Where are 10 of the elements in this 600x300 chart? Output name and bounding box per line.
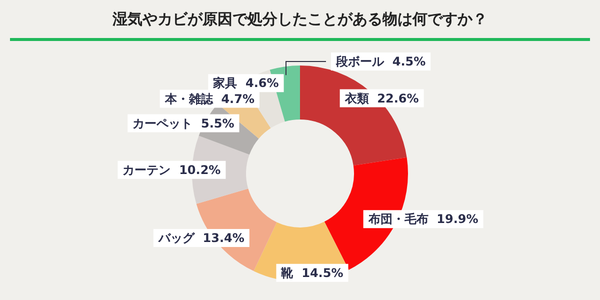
slice-label: バッグ 13.4% xyxy=(157,231,244,246)
chart-title: 湿気やカビが原因で処分したことがある物は何ですか？ xyxy=(10,0,590,41)
slice-label: 靴 14.5% xyxy=(280,266,344,280)
slice-label: 衣類 22.6% xyxy=(344,91,419,106)
slice-label: カーテン 10.2% xyxy=(122,163,221,178)
slice-label: 家具 4.6% xyxy=(212,76,279,90)
slice-label: カーペット 5.5% xyxy=(132,116,234,130)
slice-label: 布団・毛布 19.9% xyxy=(367,212,478,226)
slice-label: 段ボール 4.5% xyxy=(334,54,426,69)
slice-label: 本・雑誌 4.7% xyxy=(164,92,254,106)
